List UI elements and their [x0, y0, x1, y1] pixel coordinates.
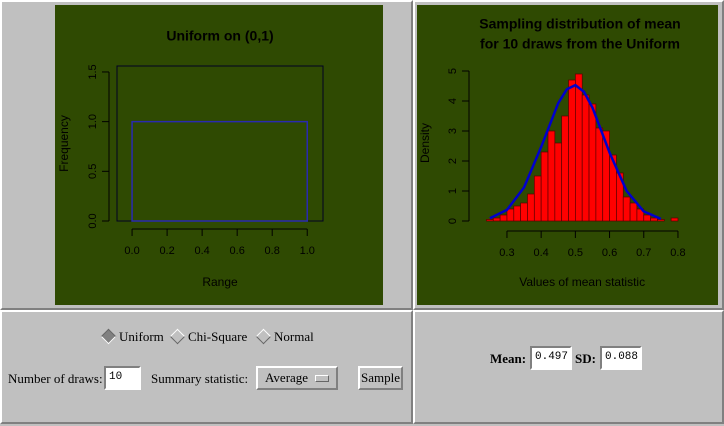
histogram-bar [486, 219, 494, 222]
sd-value[interactable]: 0.088 [600, 346, 642, 370]
y-tick-label: 3 [447, 128, 459, 134]
radio-label: Chi-Square [188, 329, 248, 344]
histogram-bar [540, 151, 549, 222]
x-tick-label: 0.6 [602, 247, 617, 259]
draws-label: Number of draws: [8, 371, 103, 386]
y-tick-label: 1.0 [87, 114, 99, 129]
y-axis-label: Frequency [57, 115, 71, 172]
x-tick-label: 0.7 [636, 247, 651, 259]
statistic-label: Summary statistic: [151, 371, 249, 386]
histogram-bar [520, 202, 528, 222]
histogram-bar [492, 217, 501, 222]
histogram-bar [527, 193, 535, 222]
mean-value[interactable]: 0.497 [530, 346, 572, 370]
left-panel [0, 0, 413, 310]
right-panel [413, 0, 724, 310]
y-axis-label: Density [418, 123, 432, 163]
histogram-bar [513, 205, 521, 222]
histogram-bar [568, 79, 576, 222]
histogram-bar [499, 214, 508, 222]
x-tick-label: 1.0 [300, 245, 315, 257]
histogram-bar [657, 219, 665, 222]
histogram-bar [650, 217, 658, 222]
histogram-bar [554, 142, 563, 222]
y-tick-label: 2 [447, 158, 459, 164]
chart-subtitle: for 10 draws from the Uniform [480, 36, 680, 52]
y-tick-label: 1.5 [87, 64, 99, 79]
y-tick-label: 5 [447, 68, 459, 74]
plots: Uniform on (0,1) Range Frequency 0.0 0.2 0.4 0… [55, 5, 718, 305]
x-tick-label: 0.4 [194, 245, 209, 257]
plot-background [55, 5, 383, 305]
sample-button[interactable]: Sample [358, 366, 403, 390]
y-tick-label: 1 [447, 188, 459, 194]
x-tick-label: 0.8 [670, 247, 685, 259]
radio-label: Normal [274, 329, 314, 344]
y-tick-label: 0.5 [87, 164, 99, 179]
histogram-bar [629, 202, 638, 222]
y-tick-label: 4 [447, 98, 459, 104]
histogram-bar [547, 130, 556, 222]
histogram-bar [670, 217, 679, 222]
x-axis-label: Range [202, 275, 238, 289]
chart-title: Uniform on (0,1) [166, 28, 273, 44]
y-tick-label: 0 [447, 218, 459, 224]
chart-title: Sampling distribution of mean [479, 16, 680, 32]
sd-label: SD: [575, 351, 596, 366]
x-tick-label: 0.6 [230, 245, 245, 257]
x-tick-label: 0.3 [499, 247, 514, 259]
x-tick-label: 0.4 [534, 247, 549, 259]
results-panel [413, 310, 724, 424]
draws-input[interactable]: 10 [104, 366, 141, 390]
histogram-bar [595, 127, 604, 222]
histogram-bar [131, 120, 308, 222]
x-tick-label: 0.0 [124, 245, 139, 257]
x-tick-label: 0.8 [265, 245, 280, 257]
histogram-bar [561, 115, 569, 222]
histogram-bar [533, 175, 542, 222]
controls-panel [0, 310, 413, 424]
histogram-bar [506, 208, 515, 222]
radio-label: Uniform [119, 329, 164, 344]
histogram-bar [575, 73, 583, 222]
histogram-bar [588, 103, 597, 222]
y-tick-label: 0.0 [87, 213, 99, 228]
statistic-value: Average [265, 370, 309, 385]
histogram-bar [643, 214, 651, 222]
density-curve [489, 83, 662, 221]
menu-indicator [315, 375, 329, 382]
x-axis-label: Values of mean statistic [519, 275, 645, 289]
mean-label: Mean: [490, 351, 527, 366]
histogram-bar [622, 196, 631, 222]
x-tick-label: 0.5 [568, 247, 583, 259]
statistic-menu[interactable]: Average [256, 366, 338, 390]
x-tick-label: 0.2 [159, 245, 174, 257]
histogram-bar [581, 94, 590, 222]
